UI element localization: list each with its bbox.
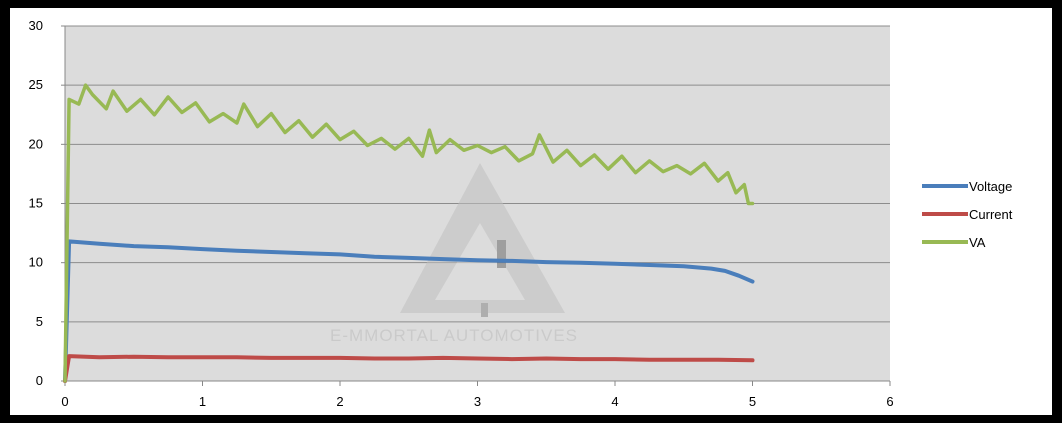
x-tick-label-5: 5 (749, 394, 756, 409)
x-tick-label-0: 0 (61, 394, 68, 409)
watermark-text: E-MMORTAL AUTOMOTIVES (330, 326, 578, 345)
watermark-bar-2 (481, 303, 488, 317)
legend: Voltage Current VA (922, 179, 1013, 250)
watermark-bar (497, 240, 506, 268)
chart-svg: E-MMORTAL AUTOMOTIVES 0 5 10 15 20 25 30 0 1 2 3 4… (29, 18, 1013, 409)
x-tick-label-4: 4 (611, 394, 618, 409)
legend-label-va: VA (969, 235, 986, 250)
x-tick-labels: 0 1 2 3 4 5 6 (61, 381, 894, 409)
series-line-current (63, 354, 755, 383)
y-tick-label-3: 15 (29, 196, 43, 211)
legend-label-current: Current (969, 207, 1013, 222)
x-tick-label-6: 6 (886, 394, 893, 409)
y-tick-label-1: 5 (36, 314, 43, 329)
series-line-va (63, 83, 755, 383)
x-tick-label-3: 3 (474, 394, 481, 409)
legend-label-voltage: Voltage (969, 179, 1012, 194)
y-tick-label-2: 10 (29, 255, 43, 270)
y-tick-labels: 0 5 10 15 20 25 30 (29, 18, 65, 388)
y-tick-label-0: 0 (36, 373, 43, 388)
y-tick-label-5: 25 (29, 77, 43, 92)
x-tick-label-2: 2 (336, 394, 343, 409)
y-tick-label-6: 30 (29, 18, 43, 33)
y-tick-label-4: 20 (29, 136, 43, 151)
chart-frame: E-MMORTAL AUTOMOTIVES 0 5 10 15 20 25 30 0 1 2 3 4… (10, 8, 1052, 415)
x-tick-label-1: 1 (199, 394, 206, 409)
series-lines (63, 83, 755, 383)
series-line-voltage (63, 239, 755, 383)
